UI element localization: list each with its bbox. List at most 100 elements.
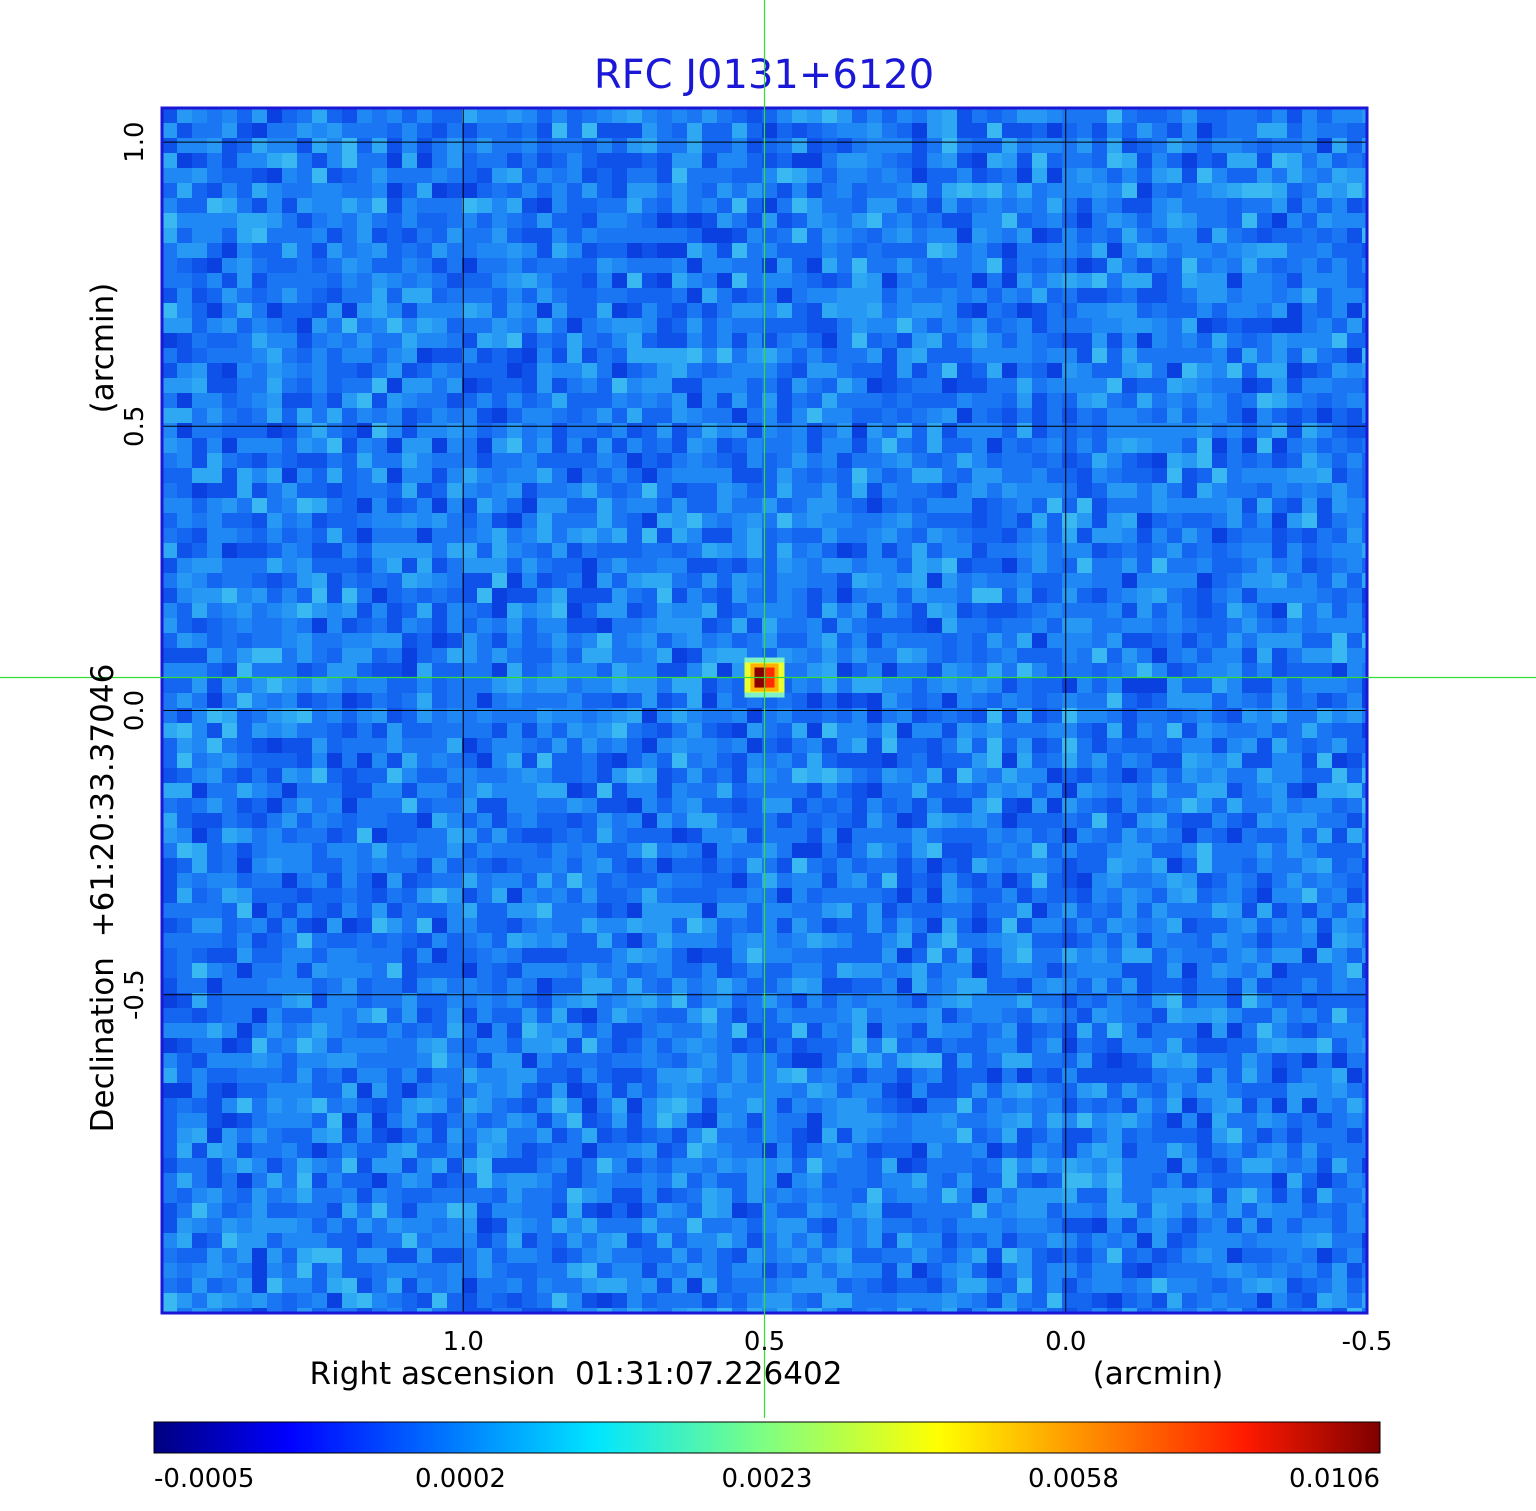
heatmap-cell: [942, 978, 958, 994]
heatmap-cell: [537, 768, 553, 784]
heatmap-cell: [1257, 723, 1273, 739]
heatmap-cell: [462, 318, 478, 334]
heatmap-cell: [1227, 258, 1243, 274]
heatmap-cell: [1257, 678, 1273, 694]
heatmap-cell: [627, 198, 643, 214]
heatmap-cell: [1227, 168, 1243, 184]
heatmap-cell: [237, 783, 253, 799]
heatmap-cell: [1032, 903, 1048, 919]
heatmap-cell: [1287, 768, 1303, 784]
heatmap-cell: [1227, 363, 1243, 379]
heatmap-cell: [642, 183, 658, 199]
heatmap-cell: [402, 183, 418, 199]
heatmap-cell: [1077, 273, 1093, 289]
heatmap-cell: [462, 288, 478, 304]
heatmap-cell: [912, 948, 928, 964]
heatmap-cell: [1227, 528, 1243, 544]
heatmap-cell: [417, 978, 433, 994]
heatmap-cell: [1212, 603, 1228, 619]
heatmap-cell: [747, 798, 763, 814]
heatmap-cell: [1137, 873, 1153, 889]
heatmap-cell: [462, 228, 478, 244]
heatmap-cell: [882, 888, 898, 904]
heatmap-cell: [387, 843, 403, 859]
heatmap-cell: [477, 978, 493, 994]
heatmap-cell: [1197, 303, 1213, 319]
heatmap-cell: [732, 708, 748, 724]
heatmap-cell: [897, 738, 913, 754]
heatmap-cell: [642, 393, 658, 409]
heatmap-cell: [912, 228, 928, 244]
heatmap-cell: [927, 468, 943, 484]
heatmap-cell: [567, 168, 583, 184]
heatmap-cell: [312, 978, 328, 994]
heatmap-cell: [807, 948, 823, 964]
heatmap-cell: [1167, 168, 1183, 184]
heatmap-cell: [1272, 648, 1288, 664]
heatmap-cell: [327, 588, 343, 604]
heatmap-cell: [402, 798, 418, 814]
heatmap-cell: [432, 453, 448, 469]
heatmap-cell: [387, 378, 403, 394]
heatmap-cell: [507, 363, 523, 379]
heatmap-cell: [912, 393, 928, 409]
heatmap-cell: [1062, 438, 1078, 454]
heatmap-cell: [672, 633, 688, 649]
heatmap-cell: [372, 183, 388, 199]
heatmap-cell: [282, 363, 298, 379]
heatmap-cell: [822, 288, 838, 304]
heatmap-cell: [552, 813, 568, 829]
heatmap-cell: [297, 138, 313, 154]
heatmap-cell: [867, 663, 883, 679]
heatmap-cell: [627, 888, 643, 904]
heatmap-cell: [1272, 948, 1288, 964]
heatmap-cell: [867, 318, 883, 334]
heatmap-cell: [522, 393, 538, 409]
heatmap-cell: [972, 573, 988, 589]
heatmap-cell: [672, 423, 688, 439]
heatmap-cell: [372, 438, 388, 454]
heatmap-cell: [507, 228, 523, 244]
heatmap-cell: [972, 903, 988, 919]
heatmap-cell: [327, 228, 343, 244]
heatmap-cell: [1197, 138, 1213, 154]
heatmap-cell: [1122, 858, 1138, 874]
heatmap-cell: [312, 903, 328, 919]
heatmap-cell: [507, 903, 523, 919]
heatmap-cell: [267, 693, 283, 709]
heatmap-cell: [627, 333, 643, 349]
heatmap-cell: [852, 213, 868, 229]
heatmap-cell: [972, 1008, 988, 1024]
heatmap-cell: [1287, 963, 1303, 979]
heatmap-cell: [852, 993, 868, 1009]
heatmap-cell: [1362, 633, 1367, 649]
heatmap-cell: [177, 963, 193, 979]
heatmap-cell: [807, 978, 823, 994]
heatmap-cell: [972, 843, 988, 859]
heatmap-cell: [747, 408, 763, 424]
heatmap-cell: [1197, 633, 1213, 649]
heatmap-cell: [252, 273, 268, 289]
heatmap-cell: [897, 588, 913, 604]
heatmap-cell: [792, 678, 808, 694]
heatmap-cell: [357, 978, 373, 994]
heatmap-cell: [792, 498, 808, 514]
heatmap-cell: [1122, 723, 1138, 739]
heatmap-cell: [312, 543, 328, 559]
heatmap-cell: [612, 168, 628, 184]
heatmap-cell: [1302, 453, 1318, 469]
heatmap-cell: [1062, 993, 1078, 1009]
heatmap-cell: [912, 588, 928, 604]
heatmap-cell: [267, 813, 283, 829]
heatmap-cell: [1032, 393, 1048, 409]
heatmap-cell: [987, 813, 1003, 829]
heatmap-cell: [537, 618, 553, 634]
heatmap-cell: [252, 543, 268, 559]
heatmap-cell: [642, 798, 658, 814]
heatmap-cell: [942, 408, 958, 424]
heatmap-cell: [237, 153, 253, 169]
heatmap-cell: [417, 843, 433, 859]
heatmap-cell: [1287, 843, 1303, 859]
heatmap-cell: [672, 723, 688, 739]
heatmap-cell: [222, 663, 238, 679]
